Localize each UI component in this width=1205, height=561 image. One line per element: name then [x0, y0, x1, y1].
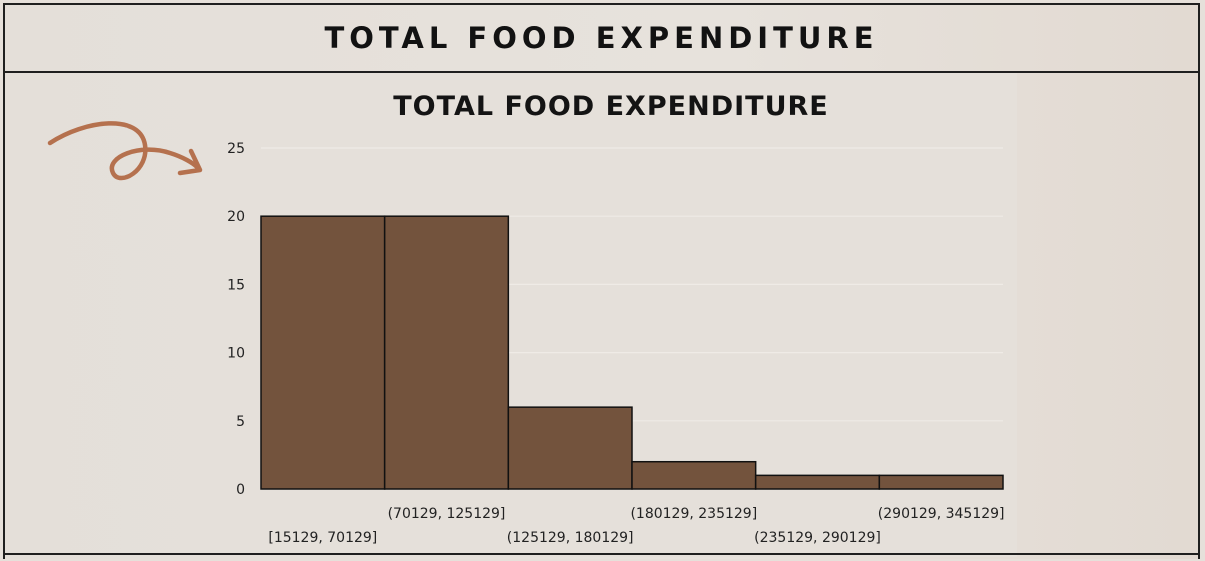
chart-panel: TOTAL FOOD EXPENDITURE 0 5 10 15 20 25 [15129…	[211, 73, 1017, 557]
y-tick-label: 15	[227, 277, 245, 293]
y-tick-label: 20	[227, 209, 245, 225]
y-tick-label: 5	[236, 414, 245, 430]
histogram-bar	[507, 406, 633, 490]
header-bar: TOTAL FOOD EXPENDITURE	[5, 5, 1198, 73]
x-tick-label: (125129, 180129]	[507, 530, 634, 546]
histogram-chart: TOTAL FOOD EXPENDITURE 0 5 10 15 20 25 [15129…	[227, 91, 1005, 546]
x-tick-label: (290129, 345129]	[878, 506, 1005, 522]
histogram-bar	[878, 474, 1004, 490]
chart-title: TOTAL FOOD EXPENDITURE	[393, 91, 828, 122]
histogram-bar	[260, 215, 386, 490]
y-tick-label: 10	[227, 346, 245, 362]
y-tick-label: 0	[236, 482, 245, 498]
page-title: TOTAL FOOD EXPENDITURE	[324, 21, 879, 55]
histogram-bar	[754, 474, 881, 490]
curly-arrow-icon	[47, 121, 203, 181]
histogram-bar	[631, 460, 757, 490]
x-tick-label: (70129, 125129]	[388, 506, 506, 522]
y-tick-label: 25	[227, 141, 245, 157]
page-frame: TOTAL FOOD EXPENDITURE TOTAL FOOD EXPEND…	[3, 3, 1200, 559]
x-tick-label: [15129, 70129]	[268, 530, 377, 546]
x-tick-label: (235129, 290129]	[754, 530, 881, 546]
x-tick-label: (180129, 235129]	[630, 506, 757, 522]
bottom-border	[5, 553, 1198, 559]
histogram-bar	[383, 215, 510, 490]
